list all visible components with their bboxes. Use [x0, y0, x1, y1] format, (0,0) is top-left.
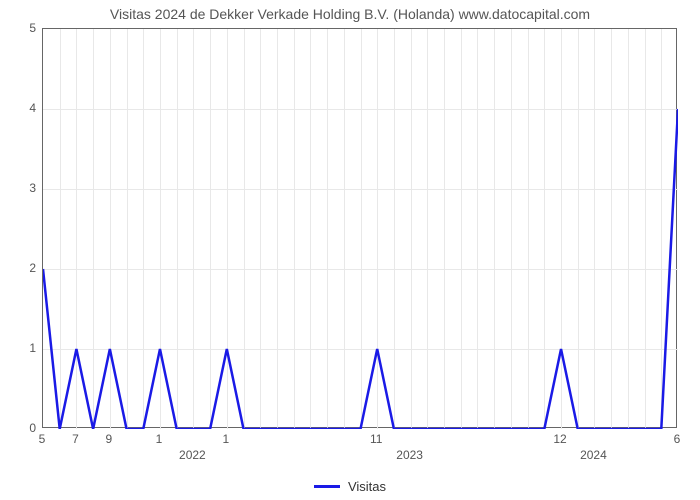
legend: Visitas — [0, 476, 700, 494]
x-axis-tick-label: 5 — [39, 428, 46, 446]
y-axis-tick-label: 3 — [29, 181, 42, 195]
y-axis-tick-label: 4 — [29, 101, 42, 115]
x-axis-category-label: 2022 — [179, 428, 206, 462]
x-axis-tick-label: 11 — [370, 428, 382, 446]
x-axis-category-label: 2024 — [580, 428, 607, 462]
legend-label: Visitas — [348, 479, 386, 494]
x-axis-tick-label: 12 — [553, 428, 566, 446]
chart-title: Visitas 2024 de Dekker Verkade Holding B… — [0, 6, 700, 22]
series-svg — [43, 29, 678, 429]
x-axis-tick-label: 1 — [222, 428, 229, 446]
x-axis-tick-label: 7 — [72, 428, 79, 446]
chart-container: Visitas 2024 de Dekker Verkade Holding B… — [0, 0, 700, 500]
y-axis-tick-label: 2 — [29, 261, 42, 275]
x-axis-tick-label: 1 — [156, 428, 163, 446]
plot-area — [42, 28, 677, 428]
legend-swatch — [314, 485, 340, 488]
series-line-visitas — [43, 109, 678, 429]
x-axis-tick-label: 9 — [105, 428, 112, 446]
y-axis-tick-label: 1 — [29, 341, 42, 355]
legend-item-visitas: Visitas — [314, 479, 386, 494]
plot-area-wrap: 0123455791111126202220232024 — [42, 28, 677, 428]
y-axis-tick-label: 5 — [29, 21, 42, 35]
x-axis-category-label: 2023 — [396, 428, 423, 462]
x-axis-tick-label: 6 — [674, 428, 681, 446]
